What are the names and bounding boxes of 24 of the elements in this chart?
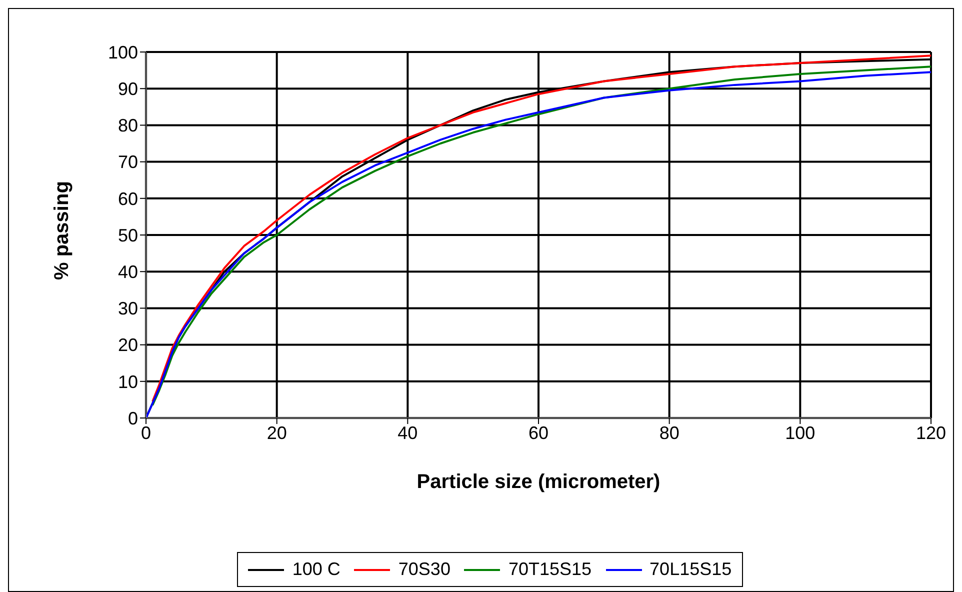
x-tick-label: 60 (528, 422, 549, 443)
y-tick-label: 90 (118, 78, 138, 99)
y-tick-label: 0 (128, 408, 138, 428)
y-tick-label: 100 (108, 42, 138, 62)
y-tick-label: 80 (118, 116, 138, 136)
x-tick-label: 100 (785, 422, 816, 443)
x-tick-label: 80 (659, 422, 680, 443)
y-tick-label: 40 (118, 262, 138, 282)
x-tick-label: 40 (398, 422, 418, 443)
x-tick-label: 20 (266, 422, 287, 443)
y-tick-label: 50 (118, 225, 138, 246)
legend-label: 70T15S15 (508, 559, 592, 580)
x-tick-label: 120 (916, 422, 946, 443)
legend-label: 70S30 (398, 559, 450, 580)
y-axis-title: % passing (51, 181, 74, 280)
legend-label: 70L15S15 (650, 559, 732, 580)
y-tick-label: 60 (118, 188, 138, 209)
legend-label: 100 C (292, 559, 340, 580)
y-tick-label: 70 (118, 152, 138, 172)
y-tick-label: 10 (118, 372, 138, 392)
y-tick-label: 20 (118, 335, 138, 356)
x-tick-label: 0 (140, 422, 152, 443)
y-tick-label: 30 (118, 298, 138, 319)
x-axis-title: Particle size (micrometer) (416, 471, 660, 493)
